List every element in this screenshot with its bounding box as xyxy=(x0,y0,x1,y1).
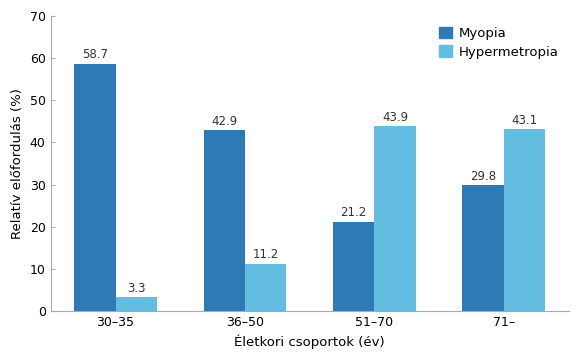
X-axis label: Életkori csoportok (év): Életkori csoportok (év) xyxy=(234,334,385,349)
Bar xyxy=(115,297,157,311)
Bar xyxy=(74,64,115,311)
Bar xyxy=(462,185,504,311)
Text: 58.7: 58.7 xyxy=(82,48,108,61)
Text: 21.2: 21.2 xyxy=(340,206,367,219)
Bar xyxy=(204,130,245,311)
Text: 43.9: 43.9 xyxy=(382,111,408,123)
Bar xyxy=(245,264,287,311)
Text: 3.3: 3.3 xyxy=(127,282,146,294)
Text: 42.9: 42.9 xyxy=(211,115,237,128)
Legend: Myopia, Hypermetropia: Myopia, Hypermetropia xyxy=(434,23,562,63)
Text: 43.1: 43.1 xyxy=(512,114,538,127)
Y-axis label: Relatív előfordulás (%): Relatív előfordulás (%) xyxy=(11,88,24,239)
Text: 29.8: 29.8 xyxy=(470,170,496,183)
Bar xyxy=(375,126,416,311)
Bar xyxy=(504,130,545,311)
Bar xyxy=(333,222,375,311)
Text: 11.2: 11.2 xyxy=(252,248,279,261)
